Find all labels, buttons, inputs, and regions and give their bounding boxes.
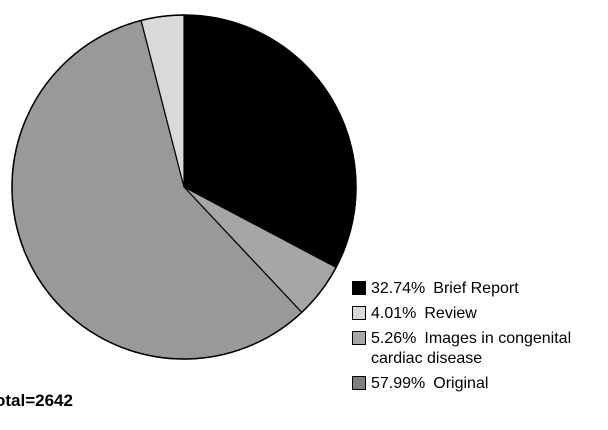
legend-percent: 5.26% [371,330,417,347]
legend-item-original: 57.99% Original [352,374,604,394]
legend-swatch-images-congenital [352,331,366,345]
legend-percent: 4.01% [371,305,417,322]
legend-label: Images in congenital cardiac disease [371,330,572,367]
legend-item-review: 4.01% Review [352,304,604,324]
pie-outline [11,14,357,360]
legend-text: 4.01% Review [371,304,604,324]
chart-legend: 32.74% Brief Report 4.01% Review 5.26% Imag… [352,279,604,399]
legend-swatch-brief-report [352,281,366,295]
legend-percent: 57.99% [371,375,426,392]
legend-percent: 32.74% [371,280,426,297]
legend-item-brief-report: 32.74% Brief Report [352,279,604,299]
legend-item-images-congenital: 5.26% Images in congenital cardiac diseas… [352,329,604,369]
legend-label: Review [424,305,477,322]
legend-label: Original [433,375,489,392]
legend-label: Brief Report [433,280,519,297]
legend-swatch-review [352,306,366,320]
legend-text: 32.74% Brief Report [371,279,604,299]
total-label: otal=2642 [0,391,73,410]
legend-swatch-original [352,376,366,390]
legend-text: 5.26% Images in congenital cardiac diseas… [371,329,604,369]
legend-text: 57.99% Original [371,374,604,394]
